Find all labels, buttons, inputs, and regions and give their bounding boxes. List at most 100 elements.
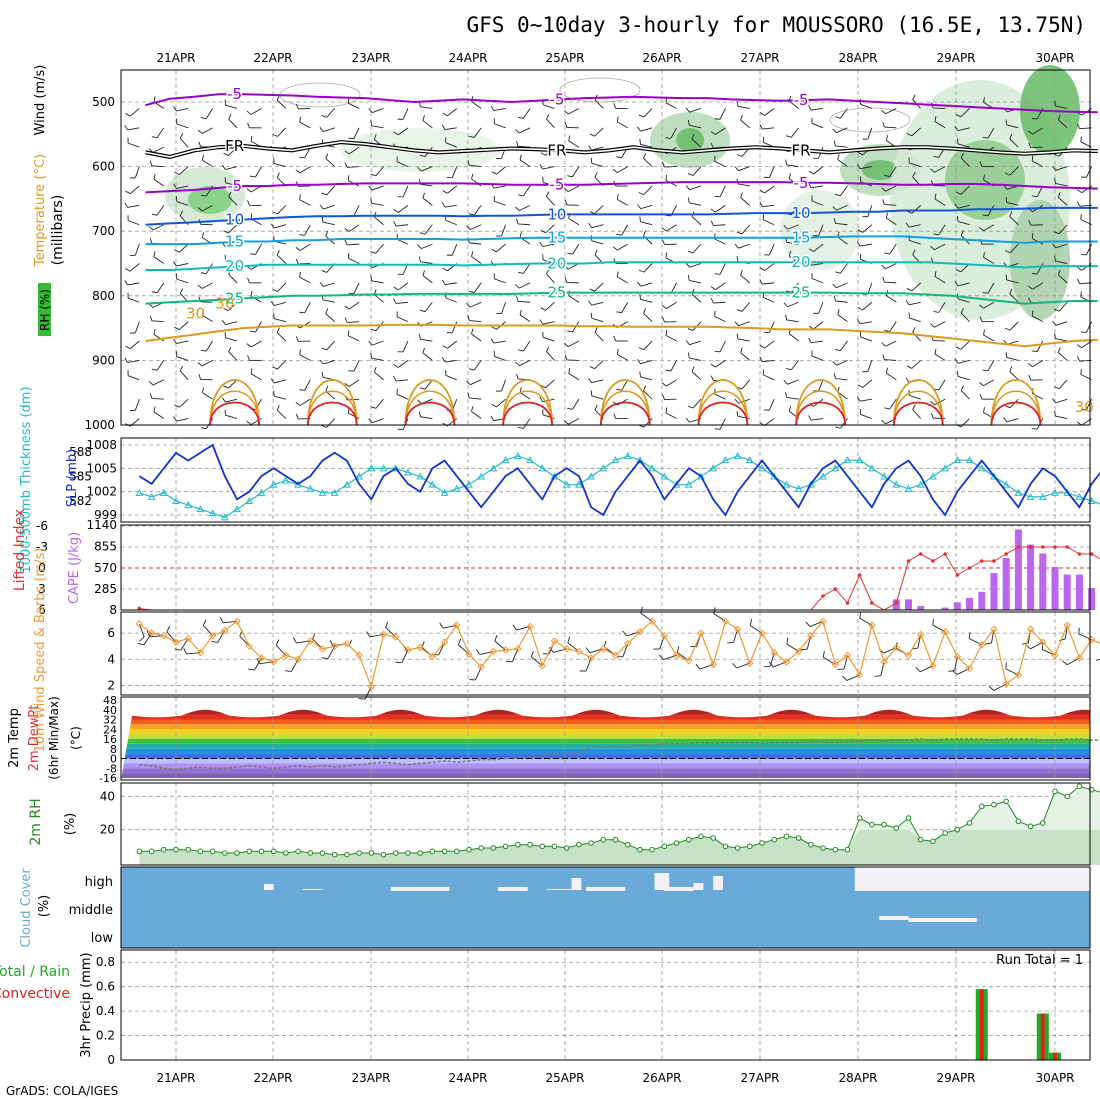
wind-speed-point	[135, 620, 144, 628]
upper-wind-barb	[768, 321, 775, 333]
upper-wind-barb	[882, 199, 885, 205]
upper-wind-barb	[594, 327, 598, 333]
upper-wind-barb	[860, 103, 873, 109]
upper-wind-barb	[441, 124, 446, 130]
upper-wind-barb	[617, 198, 628, 206]
upper-wind-barb	[588, 222, 593, 228]
rh-point	[832, 846, 839, 853]
lifted-index-point	[1089, 552, 1094, 556]
upper-wind-barb	[811, 185, 824, 189]
upper-wind-barb	[638, 114, 644, 118]
upper-wind-barb	[402, 185, 409, 198]
upper-wind-barb	[127, 204, 140, 208]
upper-wind-barb	[153, 328, 156, 335]
upper-wind-barb	[517, 116, 524, 119]
surface-isotherm	[600, 390, 651, 426]
li-tick: 6	[38, 603, 46, 617]
upper-wind-barb	[471, 406, 474, 412]
wind-speed-point	[416, 643, 424, 652]
upper-wind-barb	[613, 413, 617, 419]
upper-wind-barb	[370, 120, 373, 126]
upper-wind-barb	[884, 174, 890, 177]
upper-wind-barb	[273, 313, 275, 319]
isotherm-label: 20	[547, 255, 566, 273]
bottom-date-label: 24APR	[448, 1071, 487, 1085]
upper-wind-barb	[348, 146, 360, 155]
upper-wind-barb	[1054, 410, 1056, 417]
upper-wind-barb	[178, 166, 189, 175]
upper-wind-barb	[740, 114, 743, 121]
upper-wind-barb	[276, 405, 280, 411]
upper-wind-barb	[636, 126, 641, 132]
thickness-point	[745, 456, 754, 464]
isotherm-label: 15	[225, 233, 244, 251]
upper-wind-barb	[397, 204, 409, 213]
upper-wind-barb	[422, 275, 433, 284]
cloud-gap	[498, 887, 528, 891]
upper-wind-barb	[198, 374, 202, 380]
cloud-gap	[571, 878, 582, 890]
temp-tick: -8	[106, 762, 117, 775]
upper-wind-barb	[1006, 124, 1019, 129]
upper-wind-barb	[568, 185, 580, 193]
upper-wind-barb	[788, 405, 792, 412]
thickness-point	[416, 472, 425, 480]
upper-wind-barb	[299, 354, 311, 361]
lifted-index-point	[857, 573, 862, 577]
upper-wind-barb	[517, 349, 524, 352]
cloud-axis-label: Cloud Cover	[19, 868, 34, 948]
rh-point	[453, 848, 460, 855]
upper-wind-barb	[1031, 160, 1044, 167]
upper-wind-barb	[519, 359, 531, 367]
upper-wind-barb	[836, 127, 848, 134]
upper-wind-barb	[666, 224, 677, 232]
upper-wind-barb	[134, 399, 140, 411]
cape-bar	[1088, 588, 1096, 610]
thickness-point	[330, 488, 339, 496]
wind-axis-label: Wind (m/s)	[33, 65, 48, 136]
upper-wind-barb	[588, 377, 593, 383]
upper-wind-barb	[125, 345, 131, 350]
upper-wind-barb	[174, 171, 180, 176]
upper-wind-barb	[347, 321, 360, 323]
rh-shading	[862, 160, 898, 180]
upper-wind-barb	[1031, 428, 1038, 430]
upper-wind-barb	[518, 300, 531, 303]
upper-wind-barb	[225, 398, 238, 403]
lifted-index-point	[955, 573, 960, 577]
cape-bar	[905, 599, 912, 610]
upper-wind-barb	[322, 221, 335, 226]
upper-wind-barb	[469, 242, 482, 245]
upper-wind-barb	[1058, 301, 1068, 312]
upper-wind-barb	[710, 375, 714, 381]
wind10m-barb	[585, 647, 591, 653]
wind10m-barb	[603, 640, 607, 648]
upper-wind-barb	[813, 243, 824, 252]
rh-point	[954, 826, 961, 833]
upper-wind-barb	[886, 217, 897, 226]
upper-wind-barb	[836, 204, 848, 211]
upper-wind-barb	[205, 340, 214, 352]
upper-wind-barb	[228, 118, 238, 129]
upper-wind-barb	[588, 300, 593, 306]
upper-wind-barb	[572, 166, 580, 178]
lifted-index-point	[833, 587, 838, 591]
upper-wind-barb	[127, 359, 140, 363]
upper-wind-barb	[494, 278, 506, 284]
upper-wind-barb	[856, 241, 861, 247]
upper-wind-barb	[832, 283, 837, 289]
rh-point	[173, 846, 179, 853]
upper-wind-barb	[954, 281, 959, 287]
rh-point	[1052, 788, 1058, 795]
upper-wind-barb	[250, 108, 262, 115]
upper-wind-barb	[643, 230, 647, 236]
upper-wind-barb	[665, 407, 668, 413]
upper-wind-barb	[983, 97, 985, 103]
isotherm-line	[145, 206, 1098, 226]
rh-point	[1039, 820, 1046, 826]
upper-wind-barb	[1028, 375, 1032, 381]
upper-wind-barb	[662, 161, 665, 168]
wind-speed-point	[587, 654, 595, 662]
upper-wind-barb	[417, 166, 422, 172]
upper-wind-barb	[420, 183, 433, 187]
